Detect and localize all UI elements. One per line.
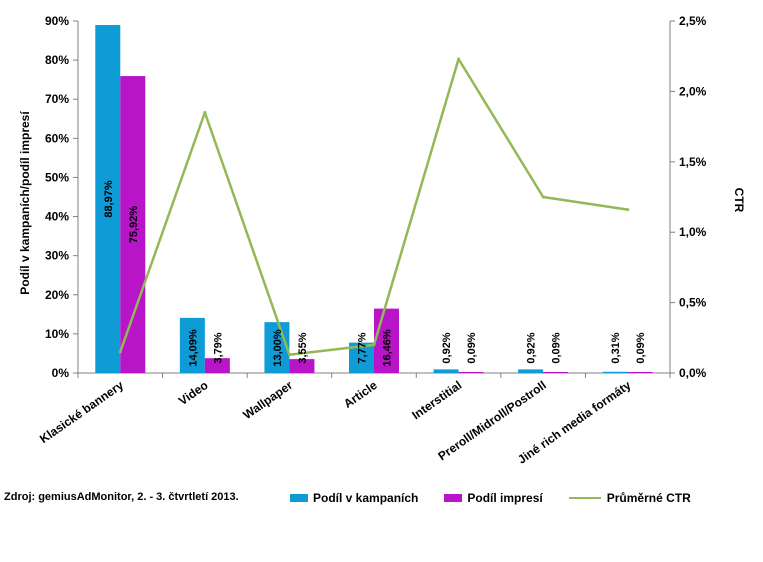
bar	[95, 25, 121, 374]
y-right-tick-label: 2,5%	[679, 14, 707, 28]
bar-data-label: 75,92%	[128, 206, 140, 244]
data-labels: 88,97% 14,09% 13,00% 7,77% 0,92% 0,92% 0,31% 75…	[103, 180, 647, 367]
bar-data-label: 0,09%	[466, 332, 478, 363]
source-note: Zdroj: gemiusAdMonitor, 2. - 3. čtvrtlet…	[4, 491, 239, 503]
legend-label-ctr: Průměrné CTR	[606, 491, 691, 505]
bar-data-label: 3,55%	[297, 332, 309, 363]
bar	[627, 372, 653, 373]
ctr-line-series	[118, 57, 630, 357]
bar-data-label: 0,31%	[610, 332, 622, 363]
y-right-tick-label: 1,5%	[679, 155, 707, 169]
ctr-point	[118, 350, 122, 354]
legend-swatch-ctr	[568, 497, 601, 499]
y-tick-label: 50%	[45, 170, 69, 184]
legend-item-ctr: Průměrné CTR	[568, 491, 691, 505]
legend-label-campaigns: Podíl v kampaních	[313, 491, 419, 505]
bar	[518, 369, 544, 373]
y-right-tick-label: 1,0%	[679, 225, 707, 239]
ctr-point	[541, 195, 545, 199]
y-axis-title: Podíl v kampaních/podíl impresí	[18, 111, 32, 295]
bar-data-label: 7,77%	[357, 332, 369, 363]
bar-data-label: 14,09%	[187, 329, 199, 367]
bar	[458, 372, 484, 373]
y-tick-label: 20%	[45, 288, 69, 302]
ctr-point	[626, 208, 630, 212]
bar-data-label: 0,92%	[441, 332, 453, 363]
y-tick-label: 60%	[45, 131, 69, 145]
bar-data-label: 88,97%	[103, 180, 115, 218]
bar	[204, 358, 230, 373]
x-category-label: Video	[176, 378, 211, 408]
bar	[120, 76, 146, 373]
y-right-tick-label: 0,5%	[679, 296, 707, 310]
legend-label-impressions: Podíl impresí	[467, 491, 543, 505]
bars	[95, 25, 653, 374]
y-tick-label: 0%	[52, 366, 70, 380]
bar	[433, 369, 459, 373]
bar	[289, 359, 315, 373]
y-tick-label: 10%	[45, 327, 69, 341]
bar-data-label: 13,00%	[272, 329, 284, 367]
bar	[602, 371, 628, 373]
y-right-tick-label: 2,0%	[679, 84, 707, 98]
y-right-tick-label: 0,0%	[679, 366, 707, 380]
bar	[179, 317, 205, 373]
ctr-point	[203, 111, 207, 115]
x-category-label: Klasické bannery	[37, 378, 126, 446]
bar-data-label: 0,09%	[635, 332, 647, 363]
x-category-label: Interstitial	[409, 378, 464, 422]
x-category-label: Wallpaper	[241, 378, 296, 422]
legend-item-impressions: Podíl impresí	[444, 491, 543, 505]
y-tick-label: 70%	[45, 92, 69, 106]
bar	[543, 372, 569, 373]
bar-data-label: 0,92%	[526, 332, 538, 363]
y-axis-right-title: CTR	[732, 188, 746, 213]
bar-data-label: 0,09%	[551, 332, 563, 363]
x-category-label: Article	[341, 378, 380, 411]
bar-data-label: 16,46%	[382, 329, 394, 367]
legend-swatch-impressions	[444, 494, 463, 502]
legend-item-campaigns: Podíl v kampaních	[290, 491, 418, 505]
y-tick-label: 30%	[45, 249, 69, 263]
y-tick-label: 80%	[45, 53, 69, 67]
ctr-point	[287, 353, 291, 357]
legend: Podíl v kampaních Podíl impresí Průměrné…	[290, 489, 717, 507]
bar	[374, 308, 399, 373]
ctr-point	[457, 57, 461, 61]
ctr-point	[372, 343, 376, 347]
y-tick-label: 40%	[45, 210, 69, 224]
y-tick-label: 90%	[45, 14, 69, 28]
bar	[264, 322, 290, 373]
bar-data-label: 3,79%	[212, 332, 224, 363]
legend-swatch-campaigns	[290, 494, 308, 502]
